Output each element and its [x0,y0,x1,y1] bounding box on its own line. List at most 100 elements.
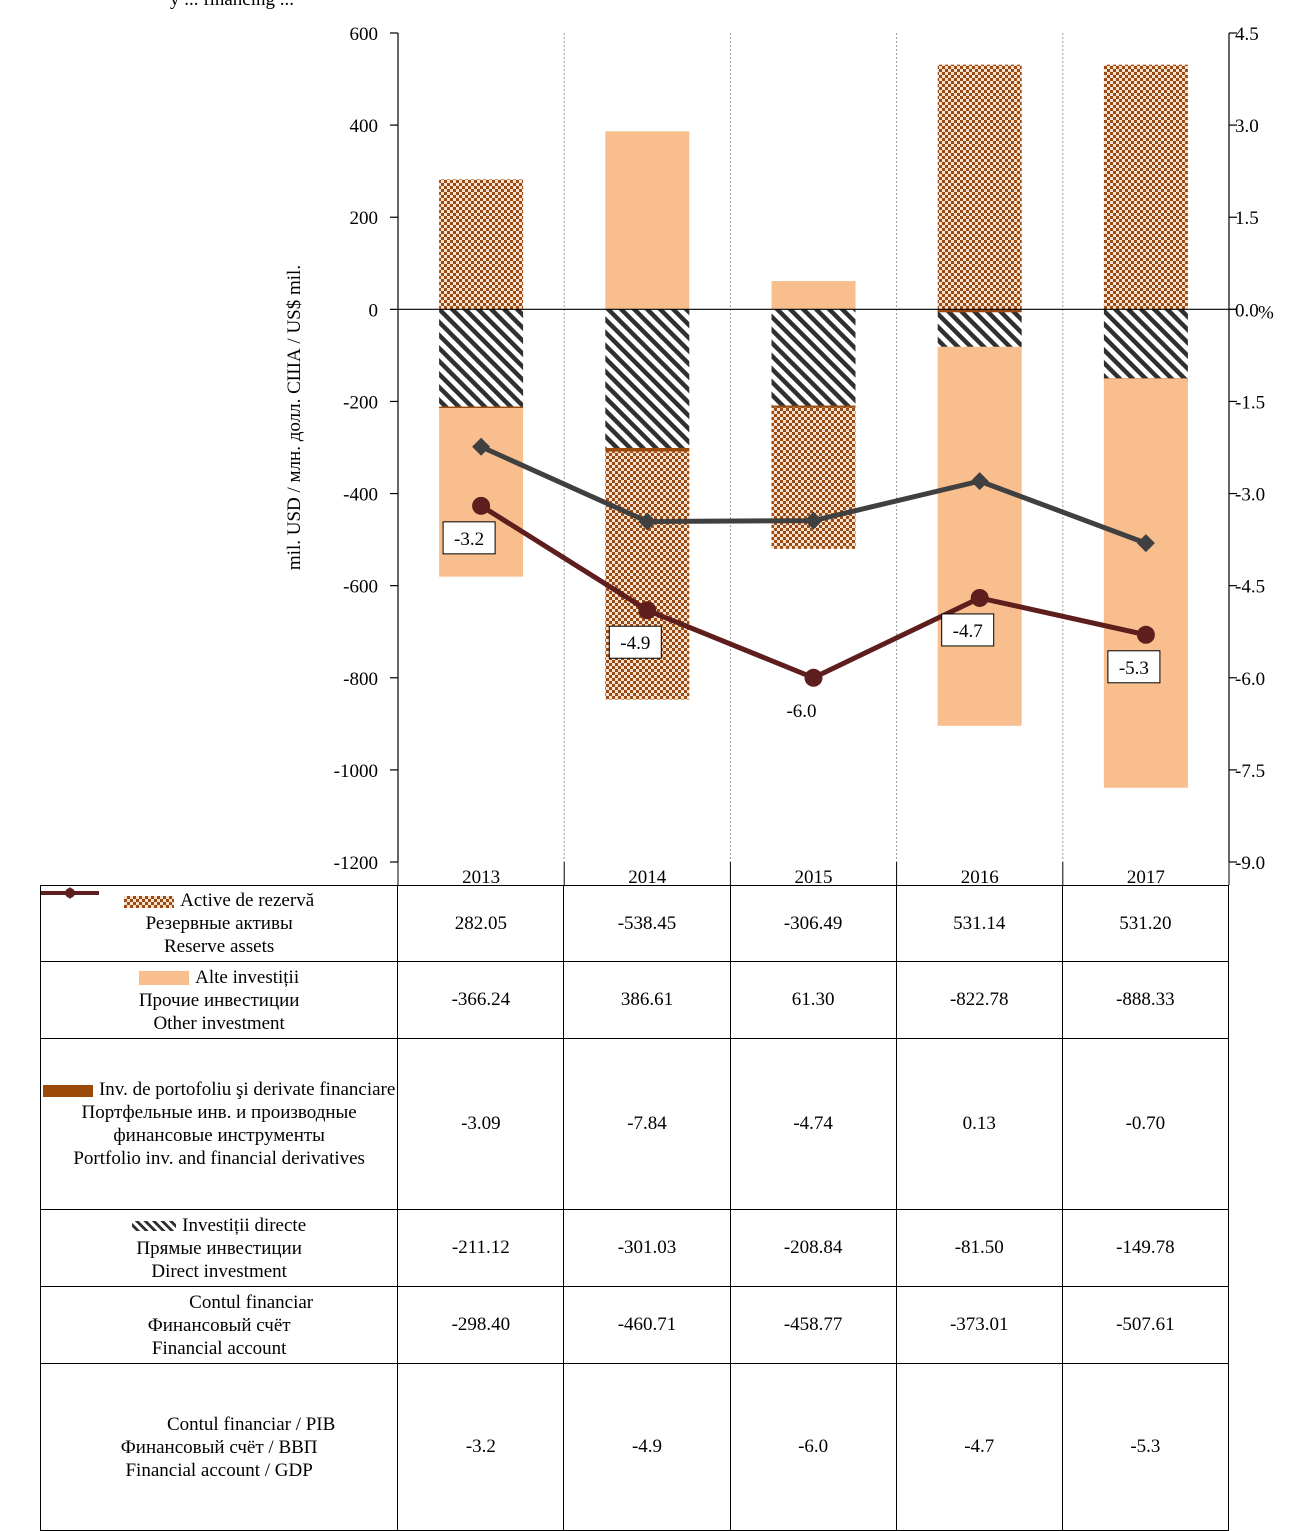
legend-text: Financial account / GDP [41,1459,397,1482]
table-cell: -301.03 [563,1209,731,1287]
header-text: y ... financing ... [170,0,294,11]
legend-text: Прямые инвестиции [41,1237,397,1260]
data-label-box [608,625,662,659]
category-label: 2013 [462,867,500,885]
table-cell: -0.70 [1061,1038,1230,1210]
legend-swatch-direct [132,1221,177,1232]
legend-text: Active de rezervă [41,889,397,912]
table-cell: -298.40 [397,1286,565,1364]
table-cell: -3.09 [397,1038,565,1210]
legend-swatch-fa_gdp [40,887,161,1432]
left-tick-label: -1200 [334,853,378,874]
legend-text: Contul financiar [40,886,397,1314]
bar-portfolio [937,309,1022,313]
series-name: Inv. de portofoliu şi derivate financiar… [98,1079,396,1100]
bar-direct [1103,309,1188,379]
marker-financial-account [804,511,823,530]
legend-cell: Contul financiar Финансовый счёт Financial… [39,886,399,1364]
series-name: Финансовый счёт / ВВП [120,1436,318,1458]
data-label-box [442,521,496,555]
table-cell: -81.50 [895,1209,1063,1287]
table-cell: -538.45 [563,885,731,962]
data-label: -5.3 [1119,658,1149,679]
data-label: -4.7 [953,621,983,642]
legend-text: Financial account [41,1337,397,1360]
series-name: Прочие инвестиции [138,989,300,1011]
table-row-reserve: Active de rezervă Резервные активы Reserve… [39,885,1230,962]
series-name: Alte investiții [195,966,300,988]
table-cell: -822.78 [895,961,1063,1039]
right-axis-unit: % [1258,302,1274,323]
left-axis-label: mil. USD / млн. долл. США / US$ mil. [284,265,305,570]
table-row-portfolio: Inv. de portofoliu şi derivate financiar… [39,1038,1230,1210]
series-name: Contul financiar [189,1291,314,1313]
left-tick-label: -600 [343,577,378,598]
data-table: Active de rezervă Резервные активы Reserve… [39,885,1230,1531]
table-cell: -4.9 [563,1363,731,1531]
table-cell: -3.2 [397,1363,565,1531]
series-name: Reserve assets [164,936,275,957]
legend-cell: Active de rezervă Резервные активы Reserve… [39,885,399,962]
table-cell: -4.7 [895,1363,1063,1531]
marker-financial-account [472,437,491,456]
category-label: 2015 [795,867,833,885]
right-tick-label: 3.0 [1235,116,1259,137]
table-cell: -460.71 [563,1286,731,1364]
bar-other [1103,378,1188,788]
legend-text: Other investment [41,1012,397,1035]
legend-swatch-financial_account [40,886,183,1310]
marker-fa-gdp [804,668,823,687]
bar-direct [937,309,1022,347]
chart-plot: 600 400 200 0 -200 -400 -600 -800 -1000 -1200 4.5 3… [284,24,1274,885]
table-cell: -888.33 [1061,961,1230,1039]
table-row-direct: Investiții directe Прямые инвестиции Direc… [39,1209,1230,1287]
marker-fa-gdp [1136,625,1155,644]
right-tick-label: -3.0 [1235,485,1265,506]
legend-cell: Contul financiar / PIB Финансовый счёт / … [39,887,399,1531]
bar-direct [439,309,524,407]
table-cell: 531.20 [1061,885,1230,962]
table-cell: -507.61 [1061,1286,1230,1364]
marker-fa-gdp [970,588,989,607]
legend-text: Финансовый счёт / ВВП [41,1436,397,1459]
table-cell: 282.05 [397,885,565,962]
marker-fa-gdp [472,496,491,515]
bar-other [605,131,690,310]
marker-financial-account [638,512,657,531]
table-cell: -208.84 [729,1209,897,1287]
table-cell: -6.0 [729,1363,897,1531]
table-row-other: Alte investiții Прочие инвестиции Other in… [39,961,1230,1039]
left-tick-label: 400 [350,116,379,137]
series-name: Investiții directe [182,1214,307,1236]
legend-text: Reserve assets [41,935,397,958]
series-name: Financial account [151,1337,287,1359]
right-tick-label: -1.5 [1235,392,1265,413]
left-tick-label: 600 [350,24,379,45]
series-name: Резервные активы [145,913,293,934]
table-cell: -4.74 [729,1038,897,1210]
marker-financial-account [1136,534,1155,553]
legend-text: Резервные активы [41,912,397,935]
right-tick-label: -7.5 [1235,761,1265,782]
left-tick-label: -200 [343,392,378,413]
series-name: Contul financiar / PIB [166,1413,336,1435]
series-name: Active de rezervă [180,890,315,911]
series-name: Финансовый счёт [147,1314,291,1336]
legend-text: Portfolio inv. and financial derivatives [41,1147,397,1170]
bar-direct [771,309,856,406]
table-cell: -7.84 [563,1038,731,1210]
bar-reserve [937,64,1022,310]
bar-other [937,346,1022,726]
data-label-box [941,613,995,647]
table-cell: -5.3 [1061,1363,1230,1531]
left-tick-label: 0 [369,300,379,321]
table-cell: -458.77 [729,1286,897,1364]
legend-cell: Investiții directe Прямые инвестиции Direc… [39,1209,399,1287]
data-label: -6.0 [786,701,816,722]
table-cell: 0.13 [895,1038,1063,1210]
left-tick-label: 200 [350,208,379,229]
series-name: Portfolio inv. and financial derivatives [73,1148,365,1169]
legend-cell: Alte investiții Прочие инвестиции Other in… [39,961,399,1039]
left-tick-label: -400 [343,485,378,506]
